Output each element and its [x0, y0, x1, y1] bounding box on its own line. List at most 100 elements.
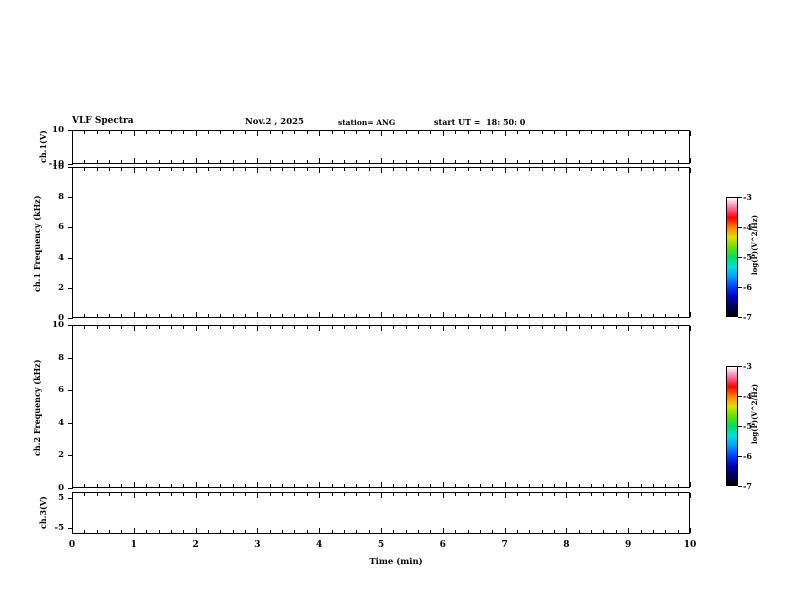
xtick-mark — [84, 131, 85, 134]
xtick-mark — [307, 530, 308, 533]
xtick-mark — [134, 158, 135, 163]
xtick-mark — [406, 168, 407, 171]
xtick-mark — [468, 160, 469, 163]
xtick-mark — [72, 528, 73, 533]
xtick-mark — [529, 484, 530, 487]
xtick-mark — [220, 131, 221, 134]
xtick-mark — [542, 131, 543, 134]
xtick-mark — [208, 493, 209, 496]
xtick-mark — [270, 314, 271, 317]
xtick-mark — [245, 326, 246, 329]
xtick-mark — [319, 528, 320, 533]
xtick-mark — [72, 131, 73, 136]
xtick-mark — [603, 314, 604, 317]
xtick-mark — [393, 168, 394, 171]
xtick-mark — [616, 530, 617, 533]
xtick-mark — [678, 484, 679, 487]
xtick-label: 9 — [625, 540, 632, 550]
xtick-mark — [134, 493, 135, 498]
xtick-mark — [109, 131, 110, 134]
xtick-mark — [171, 484, 172, 487]
xtick-mark — [603, 493, 604, 496]
xtick-mark — [332, 160, 333, 163]
xtick-mark — [84, 493, 85, 496]
xtick-mark — [678, 326, 679, 329]
colorbar-tick-label: -3 — [743, 361, 752, 371]
colorbar-tick-label: -6 — [743, 451, 752, 461]
ytick-label: 5 — [58, 493, 64, 503]
xtick-label: 10 — [683, 540, 697, 550]
xtick-mark — [393, 314, 394, 317]
colorbar-tick-label: -4 — [743, 222, 752, 232]
xtick-mark — [171, 493, 172, 496]
colorbar-tick-mark — [738, 456, 742, 457]
xtick-mark — [579, 131, 580, 134]
xtick-mark — [517, 160, 518, 163]
ytick-mark — [68, 227, 73, 228]
xtick-mark — [443, 158, 444, 163]
xtick-mark — [455, 493, 456, 496]
xtick-mark — [146, 493, 147, 496]
xtick-mark — [381, 326, 382, 331]
xtick-mark — [628, 158, 629, 163]
xtick-mark — [542, 314, 543, 317]
ytick-label: 0 — [58, 483, 64, 493]
xtick-mark — [332, 484, 333, 487]
xtick-mark — [678, 131, 679, 134]
xtick-mark — [665, 493, 666, 496]
xtick-mark — [653, 314, 654, 317]
xtick-mark — [554, 493, 555, 496]
xtick-mark — [270, 131, 271, 134]
ytick-mark — [68, 423, 73, 424]
xtick-mark — [690, 528, 691, 533]
xtick-mark — [455, 168, 456, 171]
xtick-mark — [208, 168, 209, 171]
colorbar-tick-mark — [738, 197, 742, 198]
xtick-mark — [159, 160, 160, 163]
xtick-mark — [121, 493, 122, 496]
xtick-mark — [282, 493, 283, 496]
xtick-mark — [294, 168, 295, 171]
xtick-mark — [393, 484, 394, 487]
xtick-mark — [665, 326, 666, 329]
xtick-mark — [146, 326, 147, 329]
xtick-mark — [591, 326, 592, 329]
xtick-mark — [628, 493, 629, 498]
xtick-mark — [641, 160, 642, 163]
xtick-mark — [492, 484, 493, 487]
colorbar-ch2 — [726, 366, 738, 486]
xtick-mark — [418, 314, 419, 317]
ytick-label: 8 — [58, 353, 64, 363]
xtick-mark — [294, 131, 295, 134]
xtick-mark — [480, 131, 481, 134]
xtick-mark — [356, 168, 357, 171]
ytick-label: 4 — [58, 253, 64, 263]
start-ut-label: start UT = 18: 50: 0 — [434, 117, 526, 127]
xtick-label: 2 — [192, 540, 199, 550]
xtick-mark — [591, 160, 592, 163]
xtick-mark — [245, 160, 246, 163]
xtick-mark — [245, 493, 246, 496]
ytick-label: 6 — [58, 385, 64, 395]
xtick-mark — [294, 314, 295, 317]
xtick-mark — [566, 482, 567, 487]
xtick-mark — [146, 314, 147, 317]
xtick-mark — [196, 312, 197, 317]
xtick-mark — [282, 168, 283, 171]
xtick-mark — [468, 530, 469, 533]
xtick-mark — [517, 530, 518, 533]
xtick-mark — [121, 314, 122, 317]
xtick-mark — [183, 326, 184, 329]
xtick-mark — [641, 131, 642, 134]
xtick-mark — [183, 131, 184, 134]
xtick-label: 0 — [68, 540, 76, 550]
ytick-mark — [68, 455, 73, 456]
xtick-mark — [97, 168, 98, 171]
colorbar-tick-mark — [738, 486, 742, 487]
xtick-mark — [603, 160, 604, 163]
xtick-mark — [455, 131, 456, 134]
xtick-mark — [653, 484, 654, 487]
xtick-label: 8 — [563, 540, 570, 550]
xtick-mark — [97, 314, 98, 317]
xtick-label: 1 — [130, 540, 137, 550]
